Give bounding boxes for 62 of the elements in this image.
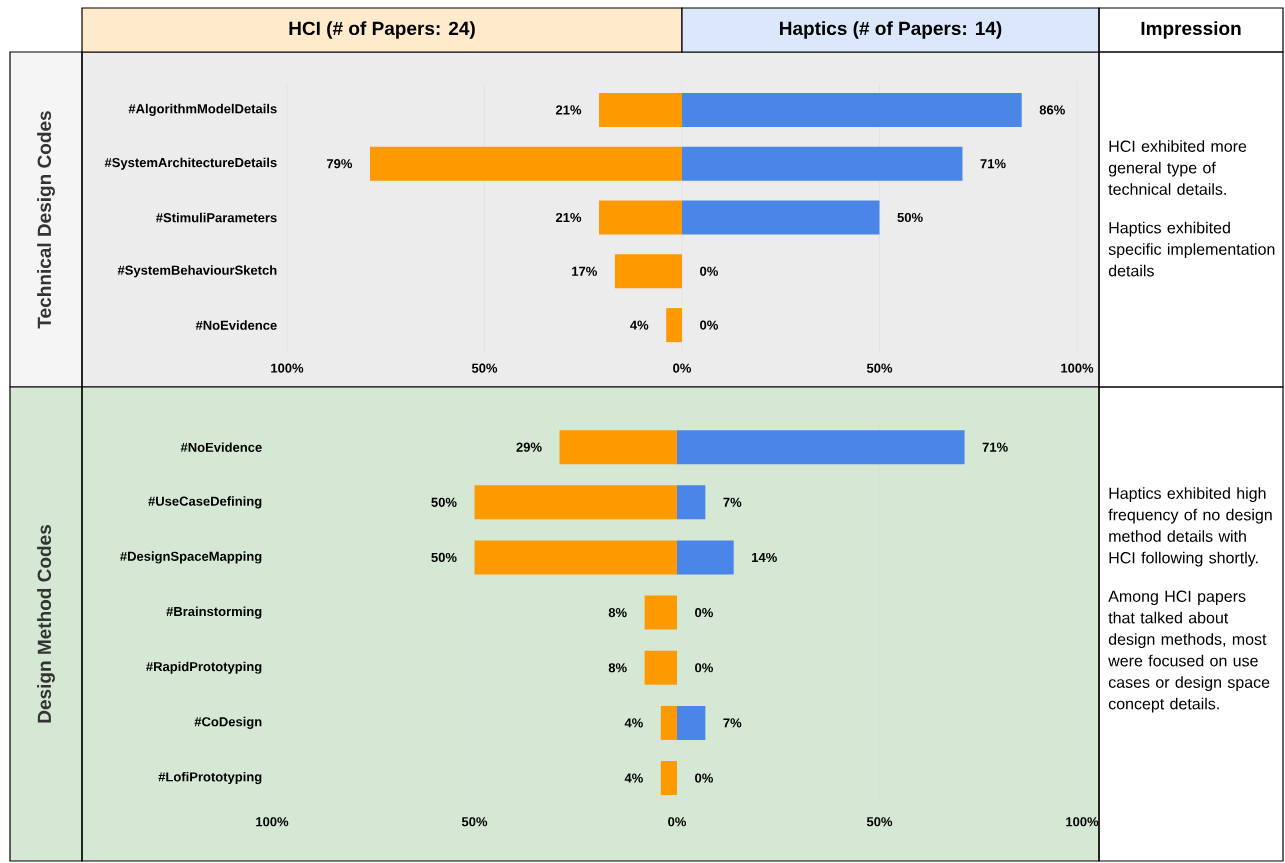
x-tick-label: 50% xyxy=(471,363,498,373)
y-tick-label: #DesignSpaceMapping xyxy=(120,551,262,564)
x-tick-label: 50% xyxy=(866,817,893,827)
y-axis-title: Technical Design Codes xyxy=(37,111,55,329)
data-label: 86% xyxy=(1039,105,1065,115)
y-tick-label: #StimuliParameters xyxy=(156,212,277,223)
data-label: 50% xyxy=(431,497,457,507)
y-tick-label: #Brainstorming xyxy=(166,606,262,619)
data-label: 8% xyxy=(608,608,627,618)
y-axis-title: Design Method Codes xyxy=(37,525,55,723)
data-label: 71% xyxy=(980,159,1006,169)
chart-title: Haptics (# of Papers: 14) xyxy=(780,21,1002,39)
text: Haptics exhibited specific implementation details xyxy=(1108,221,1275,277)
text: Among HCI papers that talked about design methods, most were focused on use cases or design space concept details. xyxy=(1108,590,1270,713)
data-label: 8% xyxy=(608,663,627,673)
data-label: 0% xyxy=(700,266,718,276)
x-tick-label: 100% xyxy=(256,817,289,827)
text: Impression xyxy=(1141,21,1241,39)
data-label: 29% xyxy=(516,442,542,452)
x-tick-label: 100% xyxy=(1061,363,1094,373)
bar xyxy=(599,92,682,127)
bar xyxy=(644,595,677,630)
chart-title: HCI (# of Papers: 24) xyxy=(289,21,475,39)
y-tick-label: #LofiPrototyping xyxy=(158,771,262,785)
bar xyxy=(644,650,677,685)
x-tick-label: 50% xyxy=(866,363,893,373)
y-tick-label: #AlgorithmModelDetails xyxy=(128,103,277,116)
y-tick-label: #RapidPrototyping xyxy=(146,661,262,674)
data-label: 4% xyxy=(630,320,649,330)
y-tick-label: #UseCaseDefining xyxy=(148,496,262,509)
data-label: 0% xyxy=(695,663,713,673)
data-label: 4% xyxy=(624,718,643,728)
data-label: 0% xyxy=(700,320,718,330)
data-label: 50% xyxy=(431,552,457,563)
x-tick-label: 0% xyxy=(668,817,687,827)
bar xyxy=(614,254,682,289)
y-tick-label: #NoEvidence xyxy=(195,320,277,330)
data-label: 0% xyxy=(695,773,713,783)
y-tick-label: #CoDesign xyxy=(194,716,262,729)
data-label: 7% xyxy=(723,718,742,728)
x-tick-label: 0% xyxy=(673,363,692,373)
data-label: 7% xyxy=(723,497,742,507)
data-label: 4% xyxy=(624,773,643,783)
text: HCI exhibited more general type of technical details. xyxy=(1108,140,1247,195)
data-label: 0% xyxy=(695,608,713,618)
x-tick-label: 100% xyxy=(271,363,304,373)
bar xyxy=(666,308,682,343)
data-label: 79% xyxy=(326,159,353,169)
data-label: 50% xyxy=(897,212,923,223)
data-label: 21% xyxy=(555,105,582,115)
data-label: 14% xyxy=(752,552,777,563)
text: Haptics exhibited high frequency of no design method details with HCI following shortly. xyxy=(1108,487,1272,567)
bar xyxy=(677,485,706,520)
bar xyxy=(677,540,734,575)
bar xyxy=(660,761,677,796)
data-label: 71% xyxy=(982,442,1008,452)
data-label: 21% xyxy=(555,212,582,223)
x-tick-label: 50% xyxy=(461,817,488,827)
y-tick-label: #SystemBehaviourSketch xyxy=(117,265,277,278)
data-label: 17% xyxy=(572,266,597,276)
y-tick-label: #NoEvidence xyxy=(180,442,262,452)
y-tick-label: #SystemArchitectureDetails xyxy=(104,157,277,170)
